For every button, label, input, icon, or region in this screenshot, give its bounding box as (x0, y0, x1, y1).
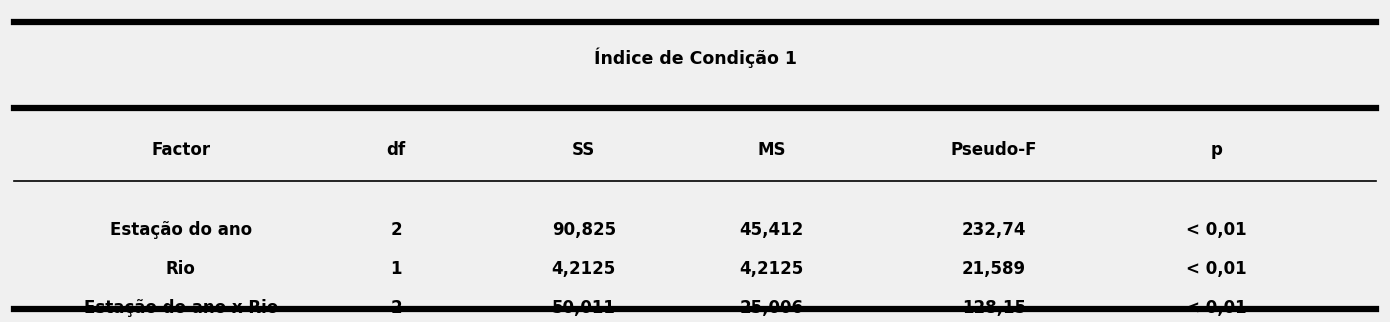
Text: 2: 2 (391, 298, 402, 317)
Text: 128,15: 128,15 (962, 298, 1026, 317)
Text: Factor: Factor (152, 141, 210, 159)
Text: Pseudo-F: Pseudo-F (951, 141, 1037, 159)
Text: 2: 2 (391, 221, 402, 239)
Text: 1: 1 (391, 260, 402, 278)
Text: 50,011: 50,011 (552, 298, 616, 317)
Text: < 0,01: < 0,01 (1186, 260, 1247, 278)
Text: p: p (1211, 141, 1222, 159)
Text: 4,2125: 4,2125 (552, 260, 616, 278)
Text: Índice de Condição 1: Índice de Condição 1 (594, 48, 796, 68)
Text: Estação do ano x Rio: Estação do ano x Rio (83, 298, 278, 317)
Text: < 0,01: < 0,01 (1186, 221, 1247, 239)
Text: 45,412: 45,412 (739, 221, 803, 239)
Text: 90,825: 90,825 (552, 221, 616, 239)
Text: Estação do ano: Estação do ano (110, 221, 252, 239)
Text: MS: MS (758, 141, 785, 159)
Text: Rio: Rio (165, 260, 196, 278)
Text: < 0,01: < 0,01 (1186, 298, 1247, 317)
Text: 232,74: 232,74 (962, 221, 1026, 239)
Text: df: df (386, 141, 406, 159)
Text: 4,2125: 4,2125 (739, 260, 803, 278)
Text: 25,006: 25,006 (739, 298, 803, 317)
Text: 21,589: 21,589 (962, 260, 1026, 278)
Text: SS: SS (573, 141, 595, 159)
